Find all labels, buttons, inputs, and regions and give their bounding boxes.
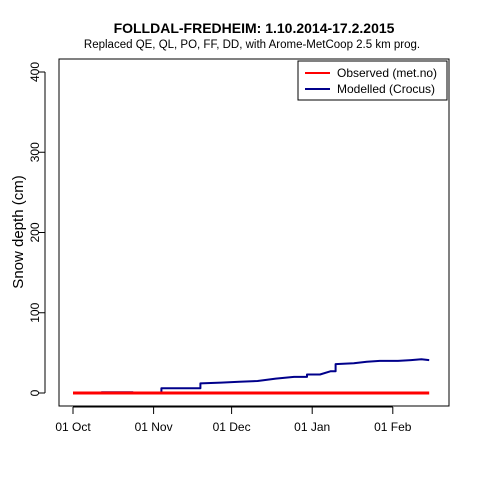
chart-subtitle: Replaced QE, QL, PO, FF, DD, with Arome-… <box>84 39 420 51</box>
chart-title: FOLLDAL-FREDHEIM: 1.10.2014-17.2.2015 <box>114 20 395 36</box>
y-tick-label: 100 <box>28 302 42 322</box>
series-line-modelled <box>73 358 430 394</box>
y-axis: 0 100 200 300 400 <box>28 62 46 396</box>
legend-entry: Observed (met.no) <box>337 66 437 80</box>
x-tick-label: 01 Oct <box>55 420 91 434</box>
legend-box <box>297 60 448 101</box>
y-axis-title: Snow depth (cm) <box>10 175 27 288</box>
x-axis: 01 Oct 01 Nov 01 Dec 01 Jan 01 Feb <box>55 406 412 434</box>
y-tick-label: 0 <box>28 389 42 396</box>
plot-frame <box>58 58 450 407</box>
x-tick-label: 01 Dec <box>213 420 251 434</box>
legend: Observed (met.no) Modelled (Crocus) <box>297 60 448 101</box>
plot-series <box>73 358 430 395</box>
x-tick-label: 01 Jan <box>294 420 330 434</box>
y-tick-label: 400 <box>28 62 42 82</box>
legend-entry: Modelled (Crocus) <box>337 82 435 96</box>
x-tick-label: 01 Feb <box>374 420 412 434</box>
x-tick-label: 01 Nov <box>135 420 173 434</box>
y-tick-label: 200 <box>28 222 42 242</box>
y-tick-label: 300 <box>28 142 42 162</box>
